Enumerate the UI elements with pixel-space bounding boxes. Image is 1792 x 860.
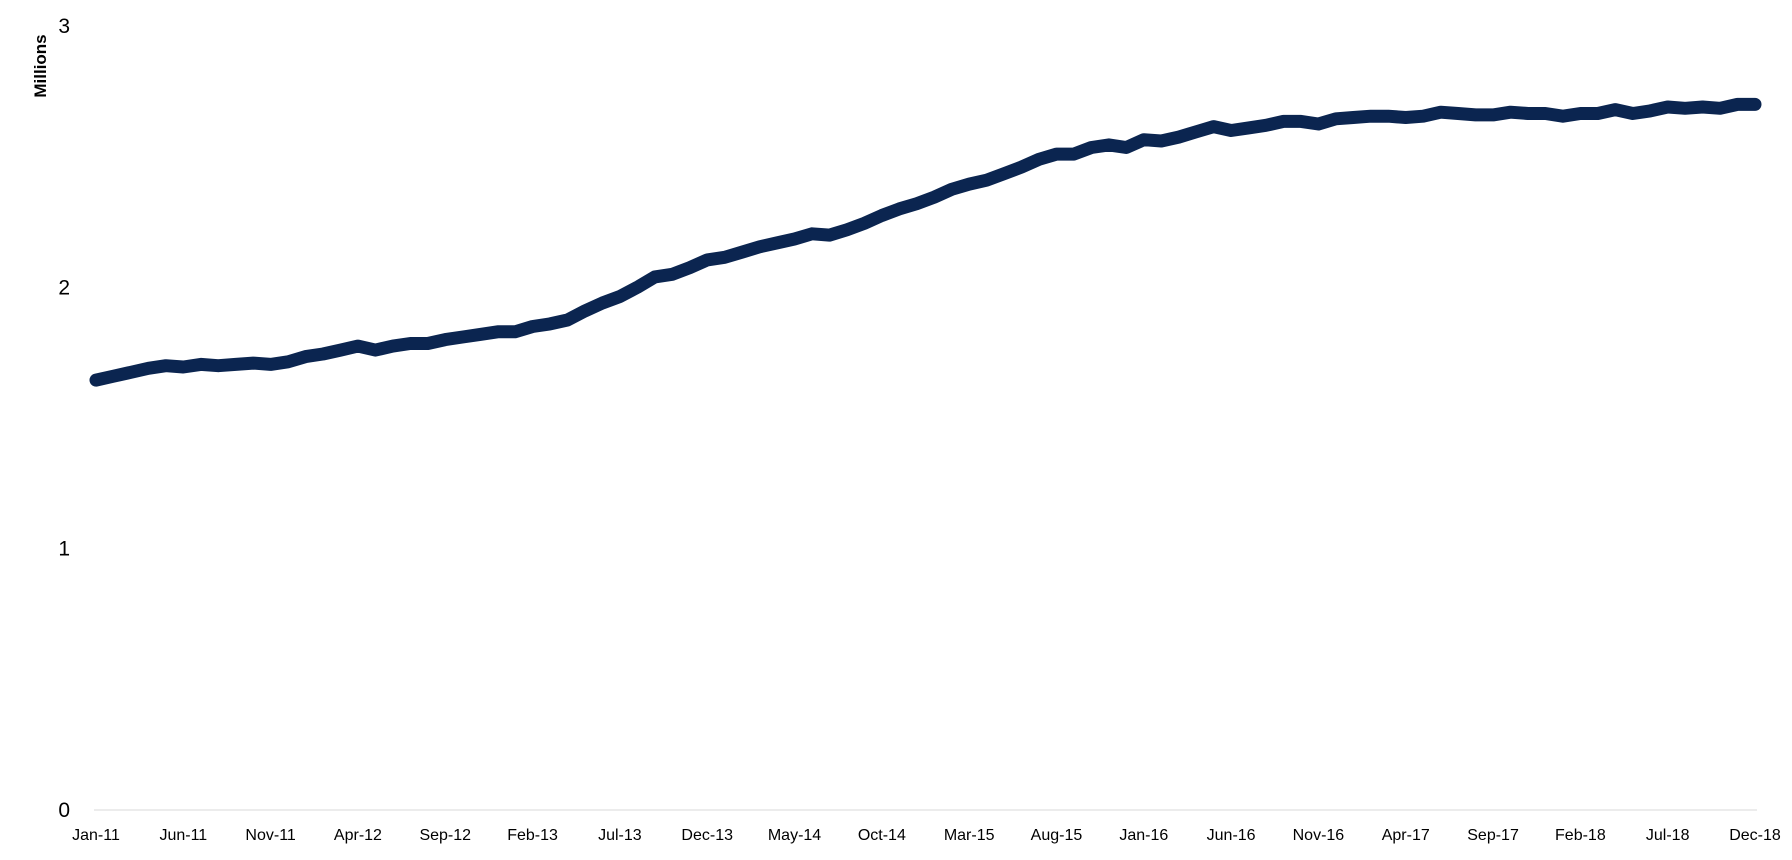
y-axis-ticks: 0 1 2 3 [58,15,70,822]
x-tick-label: Dec-18 [1729,827,1781,844]
x-tick-label: Apr-17 [1382,827,1430,844]
x-tick-label: Oct-14 [858,827,906,844]
x-tick-label: Sep-17 [1467,827,1519,844]
series-line [89,97,1762,387]
x-tick-label: Jan-11 [72,827,120,844]
y-tick-label: 2 [58,276,70,299]
y-tick-label: 3 [58,15,70,38]
y-tick-label: 0 [58,799,70,822]
x-tick-label: Aug-15 [1031,827,1083,844]
x-tick-label: Jan-16 [1119,827,1168,844]
x-tick-label: Jun-11 [159,827,207,844]
x-tick-label: Nov-11 [245,827,295,844]
x-tick-label: Nov-16 [1293,827,1345,844]
y-axis-label: Millions [31,34,50,97]
x-axis-ticks: Jan-11 Jun-11 Nov-11 Apr-12 Sep-12 Feb-13 Jul-… [72,827,1781,844]
x-tick-label: May-14 [768,827,821,844]
x-tick-label: Jun-16 [1207,827,1256,844]
x-tick-label: Dec-13 [681,827,733,844]
x-tick-label: Feb-13 [507,827,558,844]
x-tick-label: Mar-15 [944,827,995,844]
x-tick-label: Feb-18 [1555,827,1606,844]
x-tick-label: Sep-12 [419,827,471,844]
x-tick-label: Jul-13 [598,827,642,844]
x-tick-label: Jul-18 [1646,827,1690,844]
y-tick-label: 1 [58,538,70,561]
x-tick-label: Apr-12 [334,827,382,844]
